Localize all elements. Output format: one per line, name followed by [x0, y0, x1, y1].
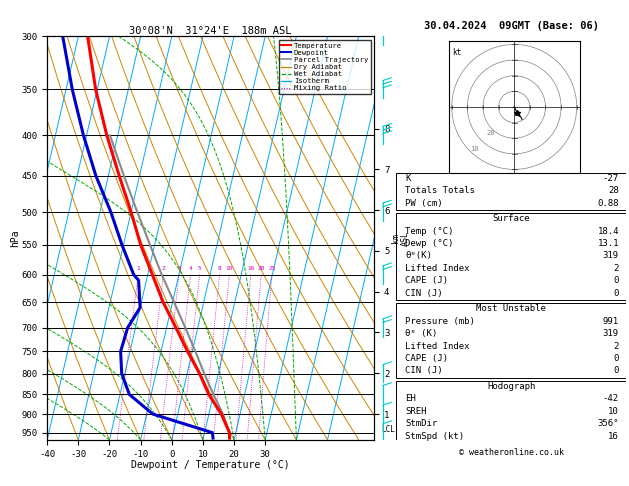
Legend: Temperature, Dewpoint, Parcel Trajectory, Dry Adiabat, Wet Adiabat, Isotherm, Mi: Temperature, Dewpoint, Parcel Trajectory…	[279, 40, 370, 94]
Text: Totals Totals: Totals Totals	[406, 186, 476, 195]
Text: Lifted Index: Lifted Index	[406, 264, 470, 273]
Text: 991: 991	[603, 317, 619, 326]
Text: Hodograph: Hodograph	[487, 382, 535, 391]
Text: 13.1: 13.1	[598, 239, 619, 248]
Text: -42: -42	[603, 395, 619, 403]
Text: StmDir: StmDir	[406, 419, 438, 428]
Text: 319: 319	[603, 329, 619, 338]
Text: 28: 28	[608, 186, 619, 195]
Text: 25: 25	[268, 266, 276, 272]
Text: 0: 0	[614, 354, 619, 363]
Text: Dewp (°C): Dewp (°C)	[406, 239, 454, 248]
Text: CIN (J): CIN (J)	[406, 366, 443, 376]
Text: K: K	[406, 174, 411, 183]
Text: 3: 3	[177, 266, 181, 272]
Text: StmSpd (kt): StmSpd (kt)	[406, 432, 465, 441]
Text: 10: 10	[226, 266, 233, 272]
Text: 4: 4	[189, 266, 192, 272]
Text: 8: 8	[218, 266, 221, 272]
Text: 2: 2	[162, 266, 165, 272]
Text: 1: 1	[136, 266, 140, 272]
Text: EH: EH	[406, 395, 416, 403]
Text: 30.04.2024  09GMT (Base: 06): 30.04.2024 09GMT (Base: 06)	[423, 21, 599, 31]
Text: 18.4: 18.4	[598, 226, 619, 236]
Text: -27: -27	[603, 174, 619, 183]
Text: SREH: SREH	[406, 407, 427, 416]
X-axis label: Dewpoint / Temperature (°C): Dewpoint / Temperature (°C)	[131, 460, 290, 470]
Title: 30°08'N  31°24'E  188m ASL: 30°08'N 31°24'E 188m ASL	[130, 26, 292, 35]
Text: θᵉ(K): θᵉ(K)	[406, 251, 432, 260]
Text: Temp (°C): Temp (°C)	[406, 226, 454, 236]
Text: kt: kt	[452, 48, 461, 56]
Text: 20: 20	[486, 130, 494, 136]
Text: 319: 319	[603, 251, 619, 260]
Text: © weatheronline.co.uk: © weatheronline.co.uk	[459, 448, 564, 457]
Y-axis label: km
ASL: km ASL	[391, 231, 410, 245]
Text: 2: 2	[614, 342, 619, 350]
Text: 0: 0	[614, 277, 619, 285]
Text: 0.88: 0.88	[598, 199, 619, 208]
Y-axis label: hPa: hPa	[10, 229, 20, 247]
Text: Lifted Index: Lifted Index	[406, 342, 470, 350]
Text: 5: 5	[198, 266, 201, 272]
Text: CIN (J): CIN (J)	[406, 289, 443, 298]
Text: 2: 2	[614, 264, 619, 273]
Text: 16: 16	[247, 266, 255, 272]
Text: Most Unstable: Most Unstable	[476, 304, 546, 313]
Text: CAPE (J): CAPE (J)	[406, 277, 448, 285]
Text: Surface: Surface	[493, 214, 530, 223]
Text: 20: 20	[257, 266, 265, 272]
Text: CAPE (J): CAPE (J)	[406, 354, 448, 363]
Text: 0: 0	[614, 366, 619, 376]
Text: PW (cm): PW (cm)	[406, 199, 443, 208]
Text: 10: 10	[470, 146, 479, 152]
Text: 10: 10	[608, 407, 619, 416]
Text: 16: 16	[608, 432, 619, 441]
Text: 356°: 356°	[598, 419, 619, 428]
Text: Pressure (mb): Pressure (mb)	[406, 317, 476, 326]
Text: θᵉ (K): θᵉ (K)	[406, 329, 438, 338]
Text: LCL: LCL	[381, 425, 394, 434]
Text: 0: 0	[614, 289, 619, 298]
